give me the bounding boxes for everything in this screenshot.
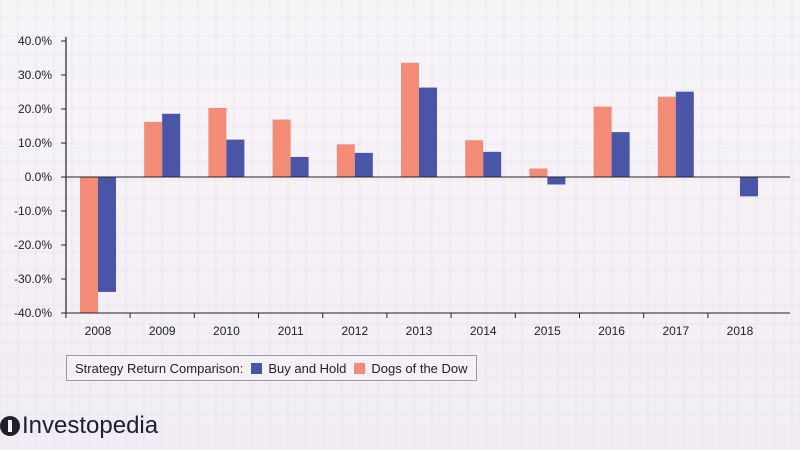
y-tick-label: 10.0% <box>18 136 52 150</box>
bar-buy-and-hold-2011 <box>290 156 309 177</box>
legend-title: Strategy Return Comparison: <box>75 360 244 376</box>
investopedia-logo-icon <box>0 416 20 436</box>
bar-dogs-of-the-dow-2014 <box>465 140 484 177</box>
x-tick-label: 2008 <box>85 324 112 338</box>
bar-buy-and-hold-2009 <box>162 113 181 177</box>
legend-swatch-buy-and-hold <box>251 362 263 374</box>
bar-buy-and-hold-2017 <box>675 91 694 177</box>
bar-buy-and-hold-2018 <box>740 177 758 197</box>
bar-dogs-of-the-dow-2013 <box>401 62 419 178</box>
legend-label-buy-and-hold: Buy and Hold <box>268 360 347 376</box>
x-tick-label: 2014 <box>470 324 497 338</box>
x-tick-label: 2015 <box>534 324 561 338</box>
bar-buy-and-hold-2013 <box>419 87 437 177</box>
bars <box>80 62 758 313</box>
x-tick-label: 2016 <box>598 324 625 338</box>
y-tick-label: -30.0% <box>14 272 52 286</box>
bar-dogs-of-the-dow-2016 <box>593 106 612 177</box>
y-tick-label: 30.0% <box>18 68 52 82</box>
y-tick-label: -40.0% <box>14 306 52 320</box>
y-tick-label: 20.0% <box>18 102 52 116</box>
x-tick-label: 2017 <box>662 324 689 338</box>
bar-buy-and-hold-2014 <box>483 151 502 177</box>
brand-logo: Investopedia <box>0 410 158 442</box>
y-tick-label: 40.0% <box>18 34 52 48</box>
x-tick-label: 2012 <box>341 324 368 338</box>
x-tick-label: 2011 <box>278 324 304 338</box>
bar-buy-and-hold-2010 <box>226 139 245 177</box>
bar-dogs-of-the-dow-2008 <box>80 177 98 313</box>
bar-dogs-of-the-dow-2009 <box>144 121 163 177</box>
bar-buy-and-hold-2012 <box>354 152 373 177</box>
x-tick-label: 2018 <box>727 324 754 338</box>
x-tick-label: 2009 <box>149 324 176 338</box>
y-tick-label: -10.0% <box>14 204 52 218</box>
bar-dogs-of-the-dow-2015 <box>529 168 548 177</box>
y-tick-label: 0.0% <box>25 170 53 184</box>
bar-buy-and-hold-2016 <box>611 132 630 177</box>
bar-dogs-of-the-dow-2017 <box>657 96 676 177</box>
x-tick-label: 2010 <box>213 324 240 338</box>
bar-dogs-of-the-dow-2012 <box>336 144 355 177</box>
x-tick-label: 2013 <box>406 324 433 338</box>
legend-label-dogs-of-the-dow: Dogs of the Dow <box>371 360 468 376</box>
legend: Strategy Return Comparison: Buy and Hold… <box>66 355 477 381</box>
tick-labels: 40.0% 30.0% 20.0% 10.0% 0.0% -10.0% -20.0% -30.… <box>14 34 754 338</box>
legend-swatch-dogs-of-the-dow <box>354 362 366 374</box>
bar-dogs-of-the-dow-2011 <box>272 119 291 177</box>
axes <box>61 37 790 318</box>
bar-buy-and-hold-2008 <box>98 177 116 292</box>
bar-buy-and-hold-2015 <box>547 177 566 185</box>
brand-name: Investopedia <box>22 412 159 439</box>
bar-dogs-of-the-dow-2010 <box>208 107 227 177</box>
y-tick-label: -20.0% <box>14 238 52 252</box>
